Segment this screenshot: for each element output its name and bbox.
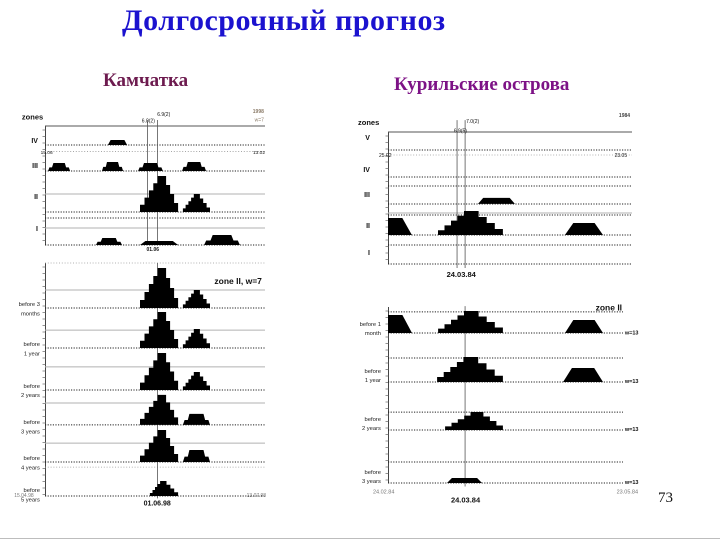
panel-heading-kamchatka: Камчатка <box>103 70 189 91</box>
chart-kuril-zones-forecast: zones V IV III II I 7.0(2) 6.9(5) 1984 25.02 23.05… <box>358 113 632 279</box>
svg-text:I: I <box>36 226 38 233</box>
svg-text:w=13: w=13 <box>624 480 639 486</box>
svg-text:1 year: 1 year <box>24 351 40 357</box>
svg-text:before: before <box>24 342 40 348</box>
panel-heading-kuril-islands: Курильские острова <box>394 74 570 95</box>
svg-text:7.0(2): 7.0(2) <box>466 119 479 125</box>
svg-text:w=7: w=7 <box>255 117 265 123</box>
svg-text:before: before <box>365 470 381 476</box>
chart-kuril-zone2-lead-times: zone II before 1 month before 1 year before 2 … <box>360 303 639 505</box>
svg-text:zones: zones <box>22 112 43 121</box>
svg-text:13.07.98: 13.07.98 <box>247 493 267 499</box>
svg-text:4 years: 4 years <box>21 465 40 471</box>
svg-text:before: before <box>24 456 40 462</box>
svg-text:15.06: 15.06 <box>41 150 53 156</box>
svg-text:01.06: 01.06 <box>147 247 160 253</box>
svg-text:before: before <box>24 420 40 426</box>
svg-text:2 years: 2 years <box>21 393 40 399</box>
svg-text:2 years: 2 years <box>362 426 381 432</box>
svg-text:before 1: before 1 <box>360 322 381 328</box>
page-number: 73 <box>658 490 673 506</box>
svg-text:5 years: 5 years <box>21 497 40 503</box>
chart-kamchatka-zones-forecast: zones IV III II I 6.9(2) 6.0(2) 1998 w=7 15.06 13.… <box>22 109 265 253</box>
svg-text:15.04.98: 15.04.98 <box>14 493 34 499</box>
svg-text:1984: 1984 <box>619 113 630 119</box>
svg-text:23.05.84: 23.05.84 <box>617 490 638 496</box>
svg-text:w=13: w=13 <box>624 427 639 433</box>
svg-text:months: months <box>21 311 40 317</box>
slide-title: Долгосрочный прогноз <box>122 4 446 37</box>
svg-text:3 years: 3 years <box>21 429 40 435</box>
svg-text:before: before <box>24 384 40 390</box>
svg-text:before: before <box>365 417 381 423</box>
svg-text:24.02.84: 24.02.84 <box>373 490 394 496</box>
svg-text:before: before <box>365 369 381 375</box>
svg-text:IV: IV <box>31 138 38 145</box>
svg-text:1998: 1998 <box>253 109 264 115</box>
svg-text:6.9(2): 6.9(2) <box>157 112 170 118</box>
svg-text:zones: zones <box>358 118 379 127</box>
svg-text:I: I <box>368 250 370 257</box>
slide-bottom-border <box>0 538 720 539</box>
svg-text:24.03.84: 24.03.84 <box>451 495 481 504</box>
svg-text:V: V <box>365 135 370 142</box>
svg-text:24.03.84: 24.03.84 <box>447 270 477 279</box>
svg-text:6.0(2): 6.0(2) <box>142 118 155 124</box>
svg-text:before: before <box>24 488 40 494</box>
svg-text:1 year: 1 year <box>365 378 381 384</box>
svg-text:23.05: 23.05 <box>615 153 628 159</box>
svg-text:zone II: zone II <box>596 303 622 313</box>
svg-text:13.02: 13.02 <box>253 150 265 156</box>
svg-text:II: II <box>366 223 370 230</box>
svg-text:01.06.98: 01.06.98 <box>144 500 171 507</box>
chart-kamchatka-zone2-lead-times: zone II, w=7 before 3 months before 1 year be… <box>14 262 267 507</box>
svg-text:before 3: before 3 <box>19 302 40 308</box>
svg-text:6.9(5): 6.9(5) <box>454 129 467 135</box>
svg-text:25.02: 25.02 <box>379 153 392 159</box>
svg-text:II: II <box>34 194 38 201</box>
svg-text:III: III <box>364 192 370 199</box>
svg-text:zone II, w=7: zone II, w=7 <box>214 276 262 286</box>
svg-text:month: month <box>365 331 381 337</box>
svg-text:w=13: w=13 <box>624 330 639 336</box>
svg-text:w=13: w=13 <box>624 379 639 385</box>
svg-text:III: III <box>32 163 38 170</box>
svg-text:3 years: 3 years <box>362 479 381 485</box>
svg-text:IV: IV <box>363 167 370 174</box>
